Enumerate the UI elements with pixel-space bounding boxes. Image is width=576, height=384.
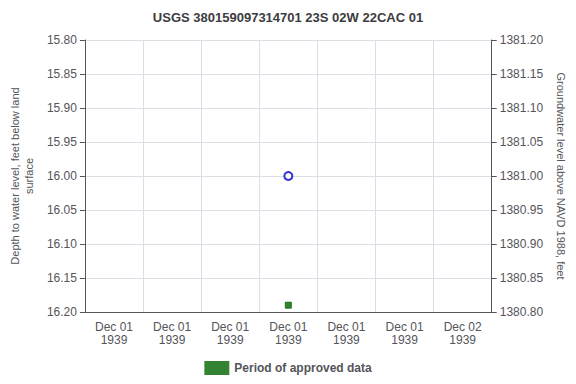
svg-text:Dec 02: Dec 02: [444, 320, 482, 334]
svg-text:USGS 380159097314701 23S 02W 2: USGS 380159097314701 23S 02W 22CAC 01: [153, 10, 423, 25]
svg-text:15.90: 15.90: [47, 101, 77, 115]
svg-text:1939: 1939: [217, 333, 244, 347]
svg-text:Dec 01: Dec 01: [95, 320, 133, 334]
svg-text:surface: surface: [23, 158, 35, 194]
svg-text:1381.10: 1381.10: [500, 101, 544, 115]
svg-text:1381.05: 1381.05: [500, 135, 544, 149]
svg-text:1381.15: 1381.15: [500, 67, 544, 81]
svg-text:15.85: 15.85: [47, 67, 77, 81]
svg-text:16.00: 16.00: [47, 169, 77, 183]
svg-text:1380.80: 1380.80: [500, 305, 544, 319]
svg-text:Depth to water level, feet bel: Depth to water level, feet below land: [9, 87, 21, 264]
svg-text:Dec 01: Dec 01: [211, 320, 249, 334]
svg-text:Dec 01: Dec 01: [269, 320, 307, 334]
svg-text:1381.00: 1381.00: [500, 169, 544, 183]
svg-text:1939: 1939: [333, 333, 360, 347]
svg-text:1939: 1939: [159, 333, 186, 347]
svg-text:Groundwater level above NAVD 1: Groundwater level above NAVD 1988, feet: [555, 72, 567, 279]
svg-text:16.05: 16.05: [47, 203, 77, 217]
svg-text:1380.95: 1380.95: [500, 203, 544, 217]
svg-text:1939: 1939: [391, 333, 418, 347]
svg-text:16.20: 16.20: [47, 305, 77, 319]
svg-text:16.10: 16.10: [47, 237, 77, 251]
svg-text:1939: 1939: [275, 333, 302, 347]
svg-text:1380.90: 1380.90: [500, 237, 544, 251]
svg-text:Dec 01: Dec 01: [327, 320, 365, 334]
svg-text:Period of approved data: Period of approved data: [234, 361, 372, 375]
svg-text:1939: 1939: [101, 333, 128, 347]
svg-text:Dec 01: Dec 01: [153, 320, 191, 334]
svg-text:Dec 01: Dec 01: [386, 320, 424, 334]
svg-text:1939: 1939: [449, 333, 476, 347]
svg-text:15.80: 15.80: [47, 33, 77, 47]
svg-text:16.15: 16.15: [47, 271, 77, 285]
svg-text:1380.85: 1380.85: [500, 271, 544, 285]
svg-text:15.95: 15.95: [47, 135, 77, 149]
svg-text:1381.20: 1381.20: [500, 33, 544, 47]
